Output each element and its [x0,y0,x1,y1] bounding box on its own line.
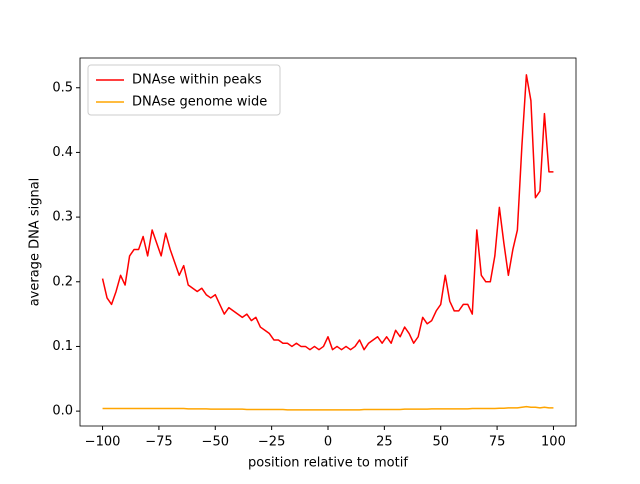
x-tick-label: 75 [489,435,506,450]
x-axis-label: position relative to motif [248,456,408,471]
legend-label: DNAse within peaks [132,73,262,88]
x-tick-label: −25 [258,435,285,450]
legend-label: DNAse genome wide [132,95,267,110]
y-tick-label: 0.2 [52,274,73,289]
line-series [102,405,554,411]
y-axis-label: average DNA signal [28,178,43,307]
y-tick-label: 0.4 [52,145,73,160]
x-tick-label: 100 [541,435,566,450]
x-tick-label: −100 [85,435,121,450]
x-tick-label: −75 [145,435,172,450]
y-tick-label: 0.0 [52,404,73,419]
y-tick-label: 0.3 [52,210,73,225]
y-tick-label: 0.5 [52,80,73,95]
legend-box [87,64,281,116]
x-tick-label: 25 [376,435,393,450]
x-tick-label: 50 [432,435,449,450]
plot-frame [79,57,577,427]
y-tick-label: 0.1 [52,339,73,354]
x-tick-label: −50 [202,435,229,450]
line-series [101,74,554,351]
x-tick-label: 0 [324,435,332,450]
